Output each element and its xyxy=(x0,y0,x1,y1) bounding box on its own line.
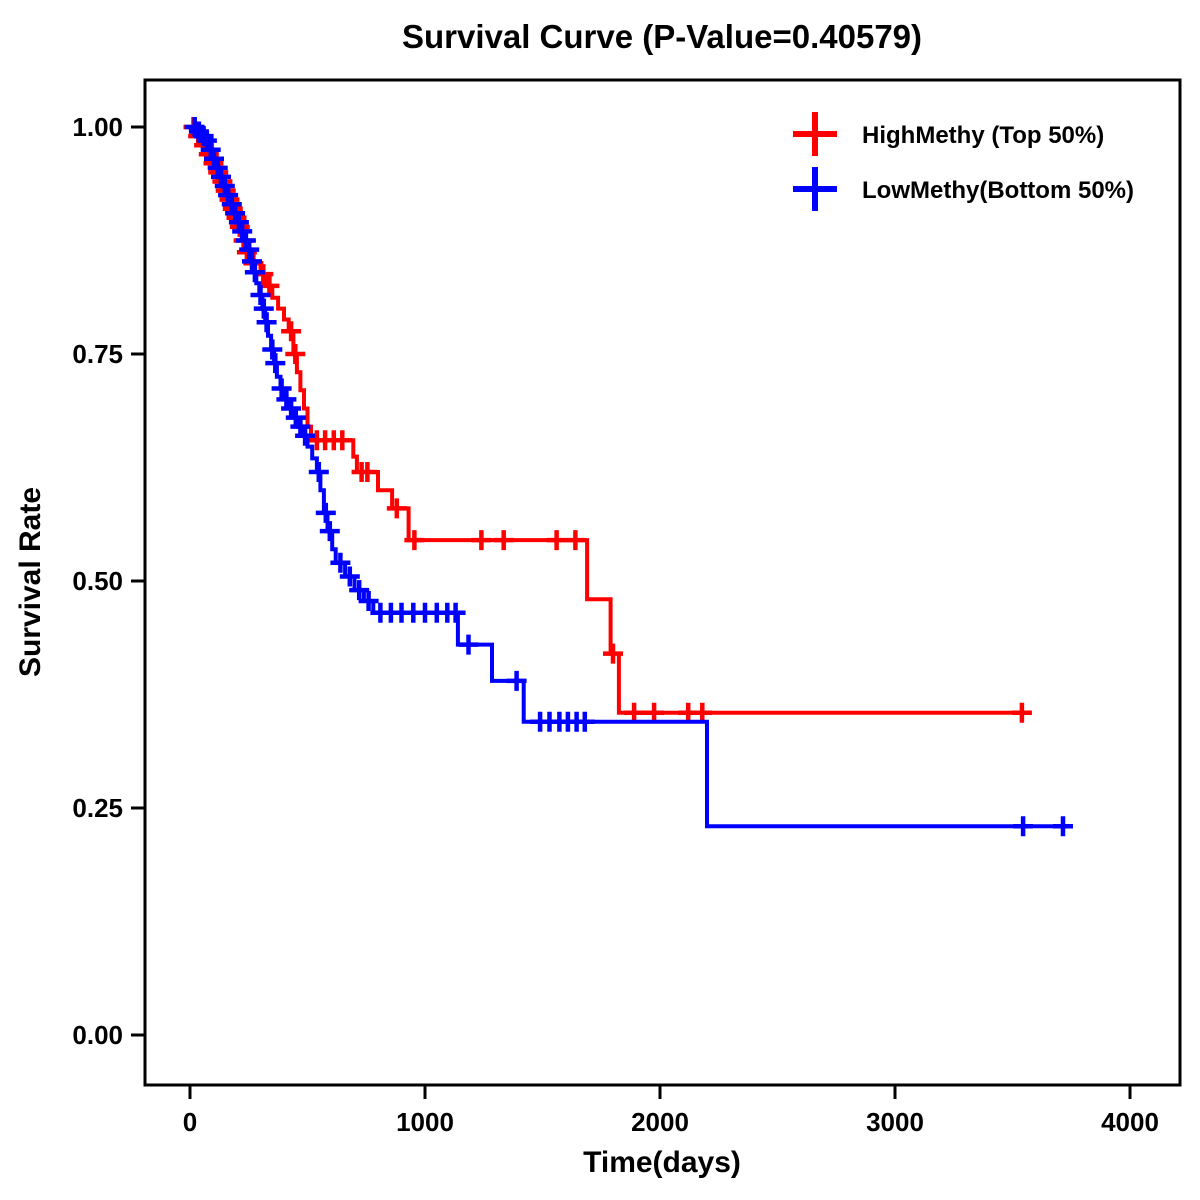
axis-ticks: 0 1000 2000 3000 4000 0.00 0.25 0.50 0.75 1.00 xyxy=(72,112,1159,1137)
y-tick-label: 1.00 xyxy=(72,112,123,142)
x-tick-label: 0 xyxy=(183,1107,197,1137)
y-tick-label: 0.25 xyxy=(72,793,123,823)
y-tick-label: 0.00 xyxy=(72,1020,123,1050)
x-tick-label: 3000 xyxy=(866,1107,924,1137)
x-tick-label: 4000 xyxy=(1101,1107,1159,1137)
survival-curves xyxy=(183,117,1073,837)
y-tick-label: 0.50 xyxy=(72,566,123,596)
x-tick-label: 2000 xyxy=(631,1107,689,1137)
censor-marks-lowmethy xyxy=(184,117,1073,837)
survival-curve-lowmethy xyxy=(190,125,1065,829)
legend-marker-lowmethy-icon xyxy=(793,167,837,211)
y-axis-label: Survival Rate xyxy=(14,487,47,677)
legend: HighMethy (Top 50%) LowMethy(Bottom 50%) xyxy=(793,112,1134,211)
x-tick-label: 1000 xyxy=(396,1107,454,1137)
x-axis-label: Time(days) xyxy=(583,1146,741,1179)
censor-marks-highmethy xyxy=(183,117,1032,723)
chart-title: Survival Curve (P-Value=0.40579) xyxy=(402,18,922,55)
survival-curve-highmethy xyxy=(190,125,1025,715)
legend-marker-highmethy-icon xyxy=(793,112,837,156)
legend-label-highmethy: HighMethy (Top 50%) xyxy=(862,122,1104,149)
plot-border xyxy=(143,78,1182,1087)
y-tick-label: 0.75 xyxy=(72,339,123,369)
legend-label-lowmethy: LowMethy(Bottom 50%) xyxy=(862,177,1134,204)
